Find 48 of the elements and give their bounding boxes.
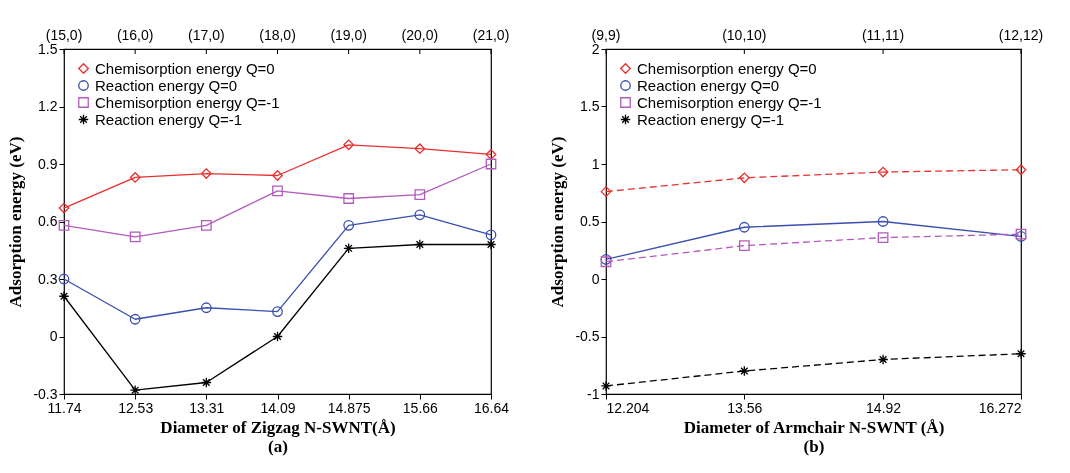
annotation: (16,0) <box>116 27 154 43</box>
x-tick-label: 12.204 <box>606 399 650 416</box>
y-tick-label: 0.9 <box>38 155 58 172</box>
y-tick-label: 0.6 <box>38 213 58 229</box>
legend-label: Chemisorption energy Q=-1 <box>95 93 280 111</box>
x-tick-label: 14.92 <box>866 399 902 416</box>
y-tick-label: 1 <box>591 155 600 172</box>
legend-label: Chemisorption energy Q=-1 <box>637 93 822 111</box>
x-tick-label: 16.272 <box>978 399 1022 416</box>
x-axis-title: Diameter of Armchair N-SWNT (Å) <box>683 417 945 437</box>
y-axis-title: Adsorption energy (eV) <box>6 136 26 308</box>
annotation: (21,0) <box>472 27 510 43</box>
x-tick-label: 14.875 <box>327 399 371 416</box>
legend-label: Reaction energy Q=0 <box>95 76 238 94</box>
legend-label: Reaction energy Q=0 <box>637 76 780 94</box>
y-tick-label: -0.3 <box>33 385 58 402</box>
text: (b) <box>803 436 825 456</box>
y-tick-label: 0.5 <box>580 213 600 229</box>
annotation: (15,0) <box>45 27 83 43</box>
x-tick-label: 13.31 <box>189 399 225 416</box>
y-axis-title: Adsorption energy (eV) <box>548 136 568 308</box>
y-tick-label: -0.5 <box>575 328 600 344</box>
legend-label: Chemisorption energy Q=0 <box>95 59 275 77</box>
y-tick-label: 0 <box>49 328 58 344</box>
annotation: (17,0) <box>188 27 225 43</box>
legend-label: Reaction energy Q=-1 <box>637 110 785 128</box>
y-tick-label: 0 <box>591 270 600 287</box>
y-tick-label: 0.3 <box>38 270 58 287</box>
y-tick-label: 1.5 <box>580 98 600 114</box>
x-tick-label: 13.56 <box>727 399 763 416</box>
annotation: (10,10) <box>722 27 767 43</box>
x-tick-label: 11.74 <box>47 399 82 416</box>
x-tick-label: 12.53 <box>118 399 154 416</box>
annotation: (19,0) <box>330 27 367 43</box>
annotation: (18,0) <box>259 27 296 43</box>
x-tick-label: 14.09 <box>260 399 296 416</box>
annotation: (9,9) <box>591 27 621 43</box>
x-tick-label: 16.64 <box>473 399 510 416</box>
annotation: (12,12) <box>998 27 1044 43</box>
annotation: (11,11) <box>861 27 905 43</box>
x-tick-label: 15.66 <box>402 399 439 416</box>
legend-label: Chemisorption energy Q=0 <box>637 59 817 77</box>
y-tick-label: -1 <box>587 385 600 402</box>
y-tick-label: 1.2 <box>38 98 58 114</box>
annotation: (20,0) <box>401 27 439 43</box>
legend-label: Reaction energy Q=-1 <box>95 110 243 128</box>
text: (a) <box>268 436 288 456</box>
x-axis-title: Diameter of Zigzag N-SWNT(Å) <box>160 417 396 437</box>
